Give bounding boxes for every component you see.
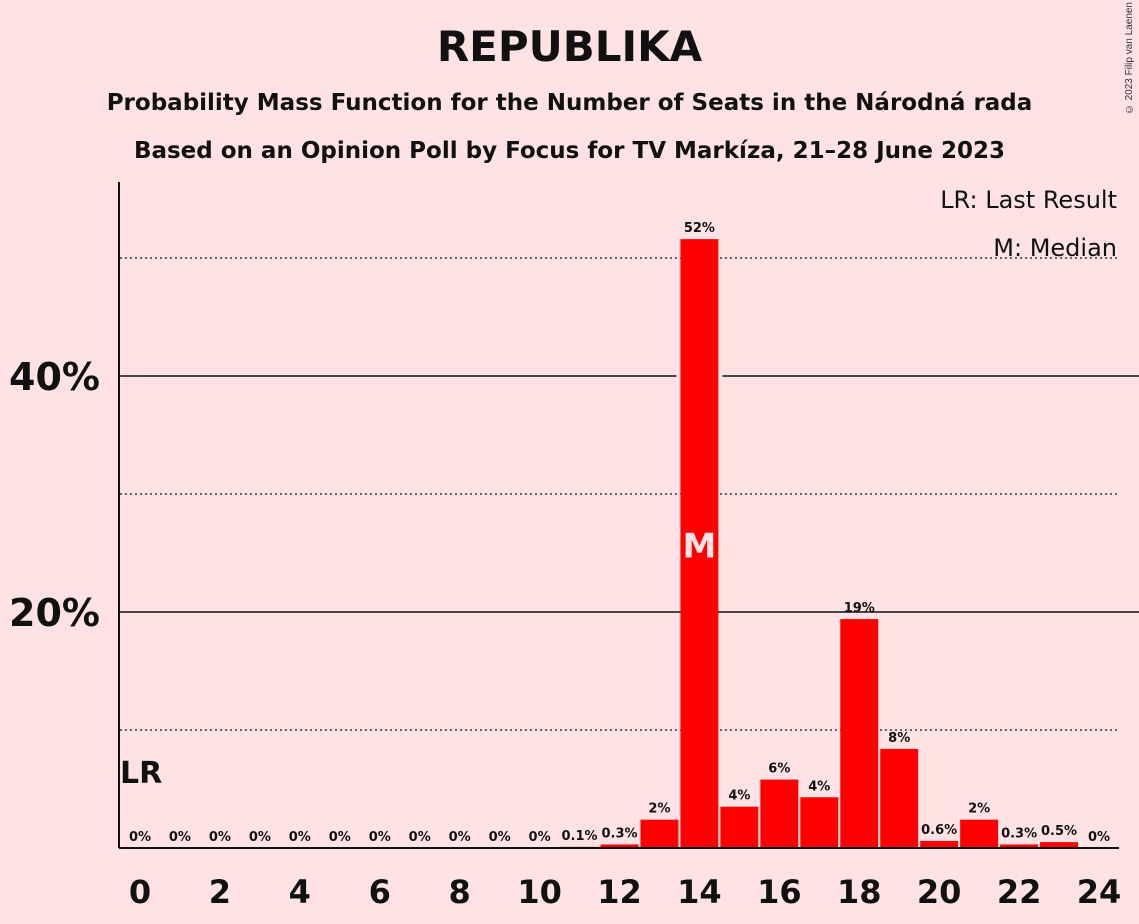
bar bbox=[800, 797, 839, 848]
x-tick-label: 0 bbox=[129, 873, 151, 911]
x-tick-labels: 0 2 4 6 8 10 12 14 16 18 20 22 24 bbox=[129, 873, 1121, 911]
data-label: 0% bbox=[329, 830, 351, 845]
x-tick-label: 10 bbox=[517, 873, 562, 911]
bar bbox=[840, 619, 879, 848]
data-label: 0.5% bbox=[1041, 824, 1077, 839]
bar bbox=[920, 840, 959, 848]
chart-subtitle: Probability Mass Function for the Number… bbox=[106, 90, 1033, 116]
last-result-marker: LR bbox=[120, 756, 162, 791]
bar bbox=[1040, 842, 1079, 848]
bar bbox=[760, 779, 799, 848]
data-label: 0% bbox=[249, 830, 271, 845]
data-label: 2% bbox=[648, 802, 670, 817]
data-label: 0% bbox=[209, 830, 231, 845]
y-tick-label: 20% bbox=[9, 591, 100, 635]
chart-title: REPUBLIKA bbox=[436, 22, 703, 71]
bar bbox=[720, 806, 759, 848]
x-tick-label: 4 bbox=[289, 873, 311, 911]
data-label: 52% bbox=[684, 221, 715, 236]
x-tick-label: 12 bbox=[597, 873, 642, 911]
x-tick-label: 2 bbox=[209, 873, 231, 911]
legend-median: M: Median bbox=[993, 234, 1117, 262]
x-tick-label: 22 bbox=[997, 873, 1042, 911]
data-label: 0% bbox=[369, 830, 391, 845]
data-label: 4% bbox=[728, 789, 750, 804]
data-label: 0% bbox=[289, 830, 311, 845]
data-label: 0% bbox=[529, 830, 551, 845]
bar bbox=[960, 819, 999, 848]
data-label: 0.6% bbox=[921, 823, 957, 838]
data-label: 0% bbox=[449, 830, 471, 845]
x-tick-label: 20 bbox=[917, 873, 962, 911]
data-label: 0% bbox=[169, 830, 191, 845]
data-label: 2% bbox=[968, 802, 990, 817]
median-marker: M bbox=[682, 527, 716, 567]
bar-series bbox=[560, 239, 1079, 848]
bar bbox=[1000, 844, 1039, 848]
chart-source-subtitle: Based on an Opinion Poll by Focus for TV… bbox=[133, 138, 1006, 164]
legend-last-result: LR: Last Result bbox=[940, 186, 1117, 214]
x-tick-label: 6 bbox=[369, 873, 391, 911]
gridlines bbox=[120, 257, 1139, 731]
data-label: 0% bbox=[409, 830, 431, 845]
x-tick-label: 16 bbox=[757, 873, 802, 911]
bar bbox=[600, 844, 639, 848]
x-tick-label: 8 bbox=[449, 873, 471, 911]
x-tick-label: 24 bbox=[1077, 873, 1122, 911]
data-label: 0% bbox=[129, 830, 151, 845]
y-tick-label: 40% bbox=[9, 355, 100, 399]
data-label: 0% bbox=[1088, 830, 1110, 845]
data-label: 8% bbox=[888, 731, 910, 746]
y-tick-labels: 20% 40% bbox=[9, 355, 100, 635]
data-label: 4% bbox=[808, 779, 830, 794]
bar bbox=[880, 748, 919, 848]
data-label: 0.3% bbox=[601, 826, 637, 841]
data-label: 0.3% bbox=[1001, 826, 1037, 841]
x-tick-label: 18 bbox=[837, 873, 882, 911]
bar bbox=[640, 819, 679, 848]
data-label: 0.1% bbox=[562, 829, 598, 844]
data-label: 6% bbox=[768, 762, 790, 777]
x-tick-label: 14 bbox=[677, 873, 722, 911]
data-label: 19% bbox=[844, 601, 875, 616]
bar bbox=[680, 239, 719, 848]
data-label: 0% bbox=[489, 830, 511, 845]
data-labels: 0% 0% 0% 0% 0% 0% 0% 0% 0% 0% 0% 0.1% 0.3%2%52%4%6%4… bbox=[120, 221, 1110, 845]
